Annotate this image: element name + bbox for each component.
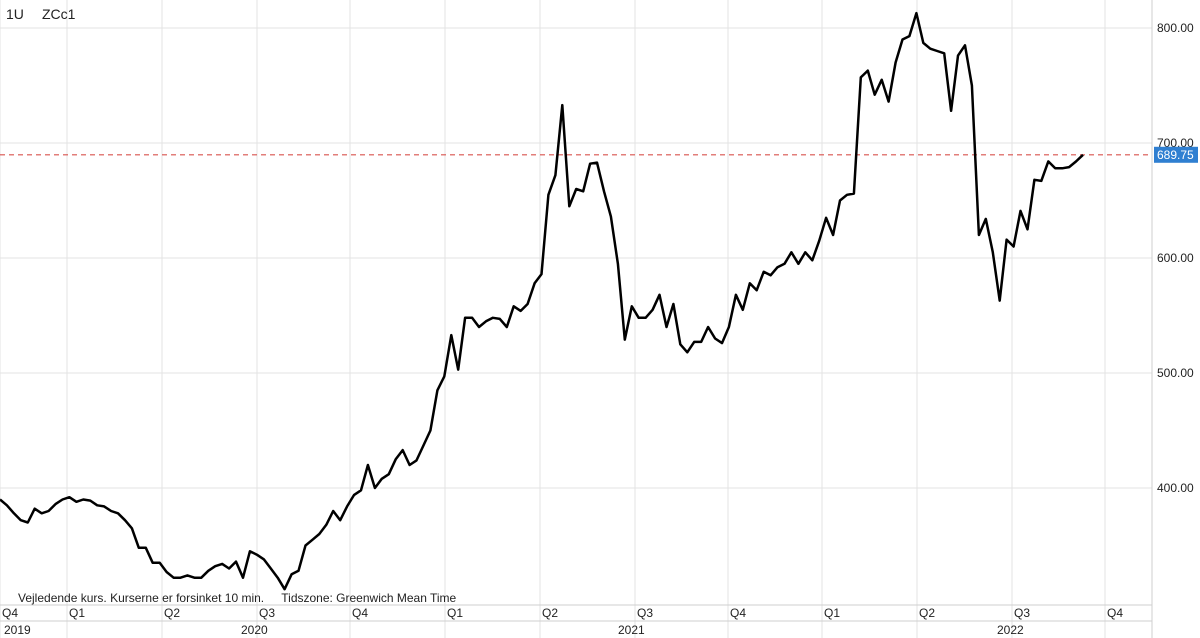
year-tick-label: 2021	[618, 623, 645, 637]
y-axis: 400.00 500.00 600.00 700.00 800.00	[1151, 0, 1194, 638]
series-line	[0, 11, 1084, 591]
last-price-label: 689.75	[1154, 146, 1198, 163]
x-axis: Q4 Q1 Q2 Q3 Q4 Q1 Q2 Q3 Q4 Q1 Q2 Q3 Q4 2019 2020 2021 20…	[0, 604, 1152, 638]
quarter-tick-label: Q4	[730, 606, 746, 620]
symbol-label[interactable]: ZCc1	[42, 6, 76, 22]
year-tick-label: 2022	[997, 623, 1024, 637]
y-tick-label: 400.00	[1157, 481, 1194, 495]
quarter-tick-label: Q2	[919, 606, 935, 620]
last-price-label-text: 689.75	[1157, 148, 1194, 162]
y-tick-label: 600.00	[1157, 251, 1194, 265]
quarter-tick-label: Q1	[824, 606, 840, 620]
quarter-tick-label: Q4	[1107, 606, 1123, 620]
quarter-tick-label: Q4	[2, 606, 18, 620]
quarter-tick-label: Q2	[164, 606, 180, 620]
y-tick-label: 800.00	[1157, 21, 1194, 35]
delay-notice: Vejledende kurs. Kurserne er forsinket 1…	[18, 591, 265, 605]
quarter-tick-label: Q1	[69, 606, 85, 620]
quarter-tick-label: Q3	[259, 606, 275, 620]
quarter-tick-label: Q3	[1014, 606, 1030, 620]
year-tick-label: 2019	[4, 623, 31, 637]
chart-footnote: Vejledende kurs. Kurserne er forsinket 1…	[18, 591, 470, 605]
quarter-tick-label: Q1	[447, 606, 463, 620]
y-tick-label: 500.00	[1157, 366, 1194, 380]
interval-label[interactable]: 1U	[6, 6, 24, 22]
year-tick-label: 2020	[241, 623, 268, 637]
last-price-label-background	[1154, 146, 1198, 163]
vertical-gridlines	[0, 0, 1106, 605]
quarter-tick-label: Q3	[637, 606, 653, 620]
y-tick-label: 700.00	[1157, 136, 1194, 150]
quarter-tick-label: Q4	[352, 606, 368, 620]
horizontal-gridlines	[0, 27, 1152, 489]
timezone-notice: Tidszone: Greenwich Mean Time	[281, 591, 457, 605]
quarter-tick-label: Q2	[542, 606, 558, 620]
